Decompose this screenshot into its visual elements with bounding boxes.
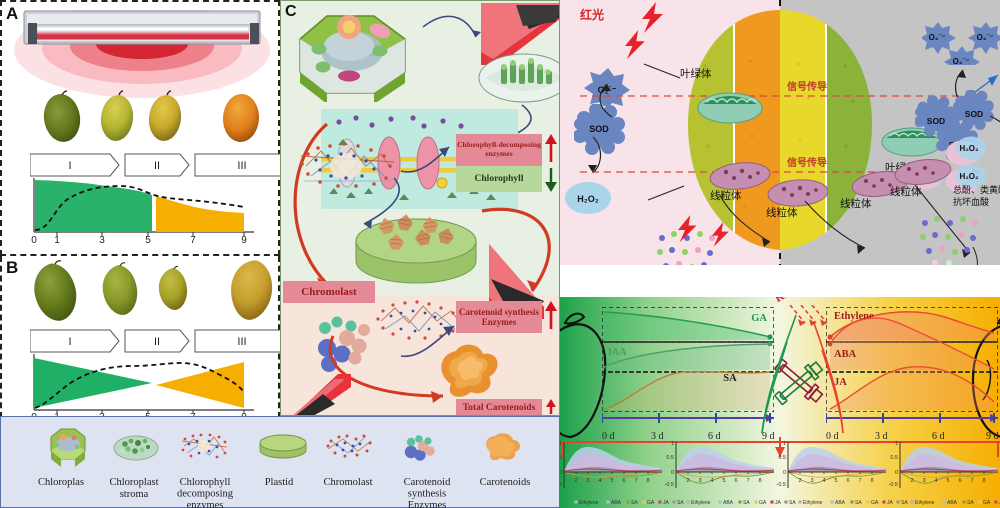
svg-text:JA: JA bbox=[887, 500, 894, 506]
svg-text:SA: SA bbox=[789, 500, 796, 506]
svg-text:Carotenoid: Carotenoid bbox=[404, 477, 451, 488]
svg-text:SA: SA bbox=[743, 500, 750, 506]
svg-text:O₂˙⁻: O₂˙⁻ bbox=[929, 33, 946, 42]
svg-text:O₂˙⁻: O₂˙⁻ bbox=[977, 33, 994, 42]
svg-text:JA: JA bbox=[663, 500, 670, 506]
svg-text:GA: GA bbox=[759, 500, 767, 506]
svg-text:Ethylene: Ethylene bbox=[579, 500, 599, 506]
svg-text:SOD: SOD bbox=[965, 109, 983, 119]
svg-text:ABA: ABA bbox=[835, 500, 846, 506]
svg-text:1: 1 bbox=[54, 235, 60, 246]
svg-text:III: III bbox=[237, 336, 246, 348]
svg-text:SOD: SOD bbox=[589, 124, 609, 134]
svg-text:II: II bbox=[154, 160, 160, 172]
svg-text:II: II bbox=[154, 336, 160, 348]
svg-text:0: 0 bbox=[31, 235, 37, 246]
svg-text:ABA: ABA bbox=[947, 500, 958, 506]
svg-text:ABA: ABA bbox=[723, 500, 734, 506]
svg-text:H₂O₂: H₂O₂ bbox=[577, 194, 599, 204]
svg-text:Ethylene: Ethylene bbox=[803, 500, 823, 506]
svg-text:Plastid: Plastid bbox=[265, 477, 294, 488]
svg-text:SOD: SOD bbox=[927, 116, 945, 126]
svg-text:GA: GA bbox=[647, 500, 655, 506]
svg-text:SA: SA bbox=[901, 500, 908, 506]
svg-text:Ethylene: Ethylene bbox=[915, 500, 935, 506]
svg-text:ABA: ABA bbox=[611, 500, 622, 506]
svg-text:III: III bbox=[237, 160, 246, 172]
svg-text:Chlorophyll: Chlorophyll bbox=[180, 477, 231, 488]
svg-text:Ethylene: Ethylene bbox=[691, 500, 711, 506]
svg-text:SA: SA bbox=[677, 500, 684, 506]
svg-text:stroma: stroma bbox=[120, 489, 149, 500]
svg-text:Chloroplas: Chloroplas bbox=[38, 477, 84, 488]
svg-text:JA: JA bbox=[775, 500, 782, 506]
svg-text:7: 7 bbox=[190, 235, 196, 246]
svg-text:SA: SA bbox=[723, 373, 737, 384]
svg-text:O₂˙⁻: O₂˙⁻ bbox=[953, 57, 970, 65]
svg-text:IAA: IAA bbox=[608, 347, 627, 358]
svg-text:3: 3 bbox=[99, 235, 105, 246]
svg-text:Enzymes: Enzymes bbox=[408, 500, 447, 508]
svg-text:I: I bbox=[68, 160, 71, 172]
svg-text:I: I bbox=[68, 336, 71, 348]
svg-text:5: 5 bbox=[145, 235, 151, 246]
svg-text:Carotenoids: Carotenoids bbox=[480, 477, 531, 488]
svg-text:decomposing: decomposing bbox=[177, 489, 234, 500]
svg-text:H₂O₂: H₂O₂ bbox=[959, 172, 979, 181]
svg-text:Chloroplast: Chloroplast bbox=[110, 477, 159, 488]
svg-text:Chromolast: Chromolast bbox=[324, 477, 373, 488]
svg-text:H₂O₂: H₂O₂ bbox=[959, 144, 979, 153]
svg-text:GA: GA bbox=[983, 500, 991, 506]
svg-text:SA: SA bbox=[855, 500, 862, 506]
svg-text:9: 9 bbox=[241, 235, 247, 246]
svg-text:SA: SA bbox=[967, 500, 974, 506]
svg-text:GA: GA bbox=[871, 500, 879, 506]
svg-text:SA: SA bbox=[631, 500, 638, 506]
svg-text:enzymes: enzymes bbox=[187, 500, 224, 508]
svg-text:synthesis: synthesis bbox=[408, 489, 447, 500]
